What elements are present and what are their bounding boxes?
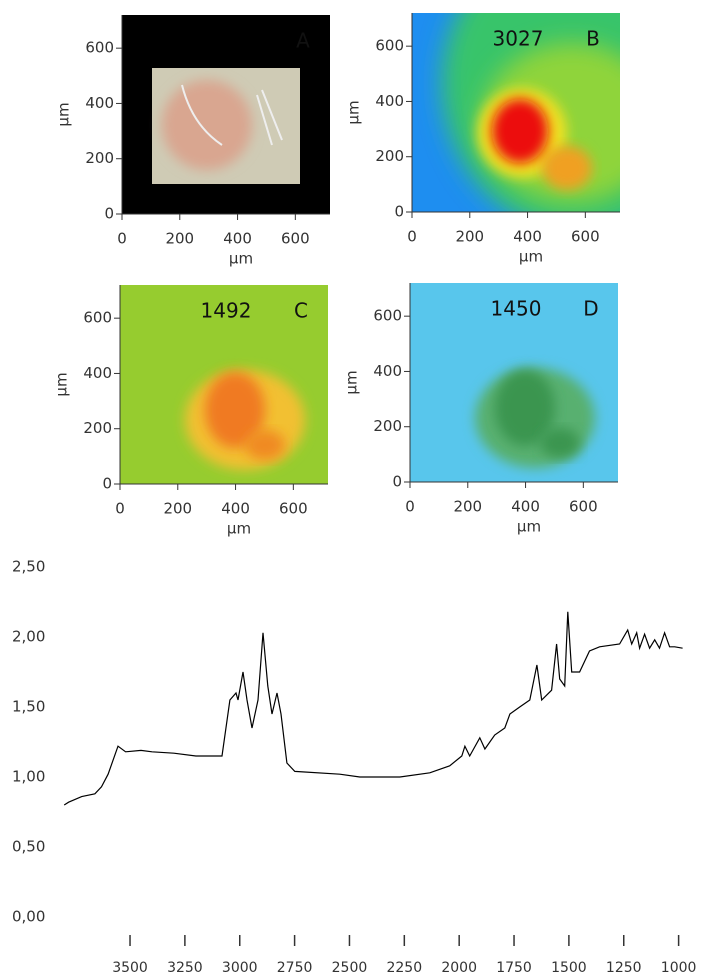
y-tick-label: 600 — [85, 39, 114, 57]
x-tick-label: 1000 — [661, 960, 697, 976]
x-axis-label: µm — [519, 248, 543, 266]
x-tick-label: 3250 — [167, 960, 203, 976]
x-tick-label: 3500 — [112, 960, 148, 976]
sample-tissue — [162, 80, 252, 170]
panel-label: A — [296, 29, 310, 53]
panel-image — [412, 13, 620, 212]
y-tick-label: 2,00 — [12, 628, 45, 646]
y-tick-label: 0 — [104, 205, 114, 223]
y-tick-label: 1,00 — [12, 768, 45, 786]
panel-image — [120, 285, 328, 484]
x-tick-label: 1250 — [606, 960, 642, 976]
wavenumber-label: 1492 — [201, 299, 252, 323]
spectrum-line — [63, 611, 683, 806]
y-tick-label: 0 — [394, 203, 404, 221]
y-tick-label: 600 — [373, 307, 402, 325]
panel-label: D — [583, 297, 598, 321]
y-tick-label: 1,50 — [12, 698, 45, 716]
hot-spot — [245, 430, 285, 460]
x-tick-label: 0 — [117, 230, 127, 248]
y-tick-label: 0 — [102, 475, 112, 493]
x-tick-label: 200 — [163, 500, 192, 518]
y-tick-label: 200 — [373, 417, 402, 435]
y-tick-label: 600 — [83, 309, 112, 327]
x-tick-label: 200 — [165, 230, 194, 248]
hot-spot — [205, 372, 265, 448]
fiber — [181, 84, 283, 146]
hot-spot — [492, 99, 548, 163]
x-tick-label: 1500 — [551, 960, 587, 976]
y-tick-label: 0,50 — [12, 838, 45, 856]
x-tick-label: 200 — [453, 498, 482, 516]
panel-label: C — [294, 299, 308, 323]
x-tick-label: 200 — [455, 228, 484, 246]
wavenumber-label: 1450 — [491, 297, 542, 321]
y-axis-label: µm — [345, 100, 363, 124]
y-axis-label: µm — [55, 102, 73, 126]
y-axis-label: µm — [53, 372, 71, 396]
x-tick-label: 600 — [279, 500, 308, 518]
y-tick-label: 0,00 — [12, 908, 45, 926]
x-tick-label: 400 — [221, 500, 250, 518]
wavenumber-label: 3027 — [493, 27, 544, 51]
x-tick-label: 2750 — [277, 960, 313, 976]
panel-label: B — [586, 27, 600, 51]
x-tick-label: 2250 — [386, 960, 422, 976]
x-tick-label: 0 — [405, 498, 415, 516]
x-tick-label: 2500 — [332, 960, 368, 976]
panel-image — [410, 283, 618, 482]
x-tick-label: 400 — [511, 498, 540, 516]
y-tick-label: 200 — [85, 149, 114, 167]
x-tick-label: 600 — [569, 498, 598, 516]
x-tick-label: 600 — [571, 228, 600, 246]
x-tick-label: 400 — [513, 228, 542, 246]
x-tick-label: 2000 — [441, 960, 477, 976]
y-tick-label: 200 — [375, 147, 404, 165]
region — [542, 146, 592, 190]
x-tick-label: 3000 — [222, 960, 258, 976]
region — [540, 428, 580, 458]
x-tick-label: 0 — [115, 500, 125, 518]
y-tick-label: 400 — [85, 94, 114, 112]
x-tick-label: 400 — [223, 230, 252, 248]
region — [495, 370, 555, 446]
y-tick-label: 200 — [83, 419, 112, 437]
y-tick-label: 0 — [392, 473, 402, 491]
y-tick-label: 400 — [375, 92, 404, 110]
x-tick-label: 600 — [281, 230, 310, 248]
x-axis-label: µm — [517, 518, 541, 536]
x-axis-label: µm — [227, 520, 251, 538]
y-axis-label: µm — [343, 370, 361, 394]
y-tick-label: 600 — [375, 37, 404, 55]
y-tick-label: 400 — [83, 364, 112, 382]
x-tick-label: 1750 — [496, 960, 532, 976]
x-axis-label: µm — [229, 250, 253, 268]
y-tick-label: 400 — [373, 362, 402, 380]
y-tick-label: 2,50 — [12, 558, 45, 576]
x-tick-label: 0 — [407, 228, 417, 246]
panel-image — [122, 15, 330, 214]
